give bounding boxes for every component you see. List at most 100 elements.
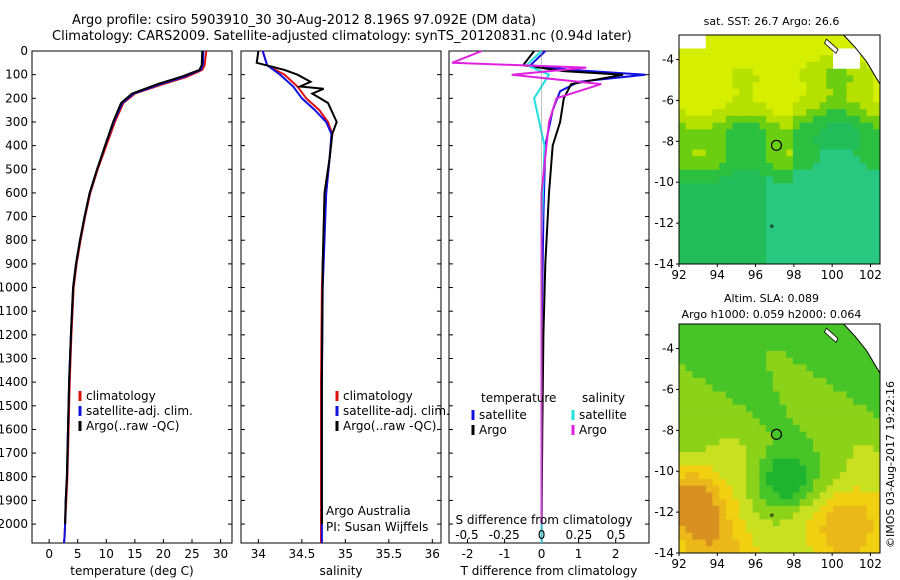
map-cell — [772, 176, 780, 184]
map-cell — [833, 189, 841, 197]
map-cell — [685, 163, 693, 171]
map-cell — [725, 384, 733, 392]
map-cell — [679, 223, 687, 231]
map-cell — [819, 438, 827, 446]
map-cell — [833, 243, 841, 251]
map-cell — [685, 176, 693, 184]
map-cell — [779, 176, 787, 184]
map-cell — [859, 156, 867, 164]
map-cell — [739, 404, 747, 412]
map-cell — [846, 425, 854, 433]
map-cell — [846, 82, 854, 90]
map-cell — [819, 492, 827, 500]
map-cell — [759, 539, 767, 547]
map-cell — [833, 61, 841, 69]
map-cell — [739, 330, 747, 338]
map-cell — [725, 196, 733, 204]
map-cell — [772, 532, 780, 540]
map-cell — [859, 431, 867, 439]
map-cell — [746, 391, 754, 399]
map-cell — [725, 478, 733, 486]
map-cell — [779, 122, 787, 130]
map-cell — [746, 156, 754, 164]
map-cell — [685, 48, 693, 56]
map-cell — [752, 492, 760, 500]
map-cell — [719, 169, 727, 177]
map-cell — [813, 68, 821, 76]
map-cell — [853, 478, 861, 486]
map-cell — [732, 445, 740, 453]
map-cell — [792, 324, 800, 332]
map-cell — [826, 465, 834, 473]
map-cell — [766, 223, 774, 231]
map-cell — [739, 35, 747, 43]
map-cell — [873, 243, 881, 251]
map-cell — [792, 183, 800, 191]
map-cell — [752, 344, 760, 352]
map-cell — [873, 189, 881, 197]
map-cell — [725, 438, 733, 446]
map-cell — [752, 519, 760, 527]
map-cell — [766, 55, 774, 63]
map-cell — [806, 136, 814, 144]
map-cell — [853, 183, 861, 191]
map-cell — [766, 61, 774, 69]
map-cell — [786, 458, 794, 466]
map-cell — [772, 210, 780, 218]
map-cell — [866, 452, 874, 460]
map-cell — [692, 357, 700, 365]
map-cell — [719, 149, 727, 157]
map-cell — [859, 425, 867, 433]
map-cell — [779, 492, 787, 500]
map-cell — [705, 452, 713, 460]
map-cell — [786, 418, 794, 426]
map-cell — [685, 216, 693, 224]
map-cell — [705, 237, 713, 245]
map-cell — [806, 55, 814, 63]
map-cell — [772, 438, 780, 446]
map-cell — [766, 169, 774, 177]
map-cell — [813, 55, 821, 63]
map-cell — [766, 371, 774, 379]
map-cell — [819, 458, 827, 466]
map-cell — [725, 344, 733, 352]
map-cell — [799, 243, 807, 251]
depth-tick-label: 100 — [5, 68, 28, 82]
map-cell — [839, 129, 847, 137]
map-cell — [759, 142, 767, 150]
map-cell — [732, 411, 740, 419]
map-cell — [833, 109, 841, 117]
map-cell — [746, 357, 754, 365]
map-cell — [772, 357, 780, 365]
x-tick-label: -2 — [462, 547, 474, 561]
map-cell — [685, 183, 693, 191]
map-cell — [725, 183, 733, 191]
sla-map-group — [676, 323, 881, 556]
map-cell — [752, 68, 760, 76]
map-cell — [839, 196, 847, 204]
map-cell — [685, 102, 693, 110]
map-cell — [705, 404, 713, 412]
map-cell — [712, 337, 720, 345]
map-cell — [752, 371, 760, 379]
map-cell — [819, 149, 827, 157]
map-cell — [712, 243, 720, 251]
map-cell — [853, 492, 861, 500]
map-cell — [679, 478, 687, 486]
map-cell — [759, 485, 767, 493]
map-cell — [779, 377, 787, 385]
map-cell — [792, 142, 800, 150]
map-cell — [813, 257, 821, 265]
map-cell — [732, 425, 740, 433]
map-cell — [833, 452, 841, 460]
map-cell — [732, 404, 740, 412]
map-cell — [779, 35, 787, 43]
map-cell — [679, 324, 687, 332]
map-cell — [833, 216, 841, 224]
map-cell — [746, 546, 754, 554]
map-cell — [779, 384, 787, 392]
map-cell — [739, 156, 747, 164]
map-cell — [746, 102, 754, 110]
map-cell — [792, 445, 800, 453]
map-cell — [853, 216, 861, 224]
